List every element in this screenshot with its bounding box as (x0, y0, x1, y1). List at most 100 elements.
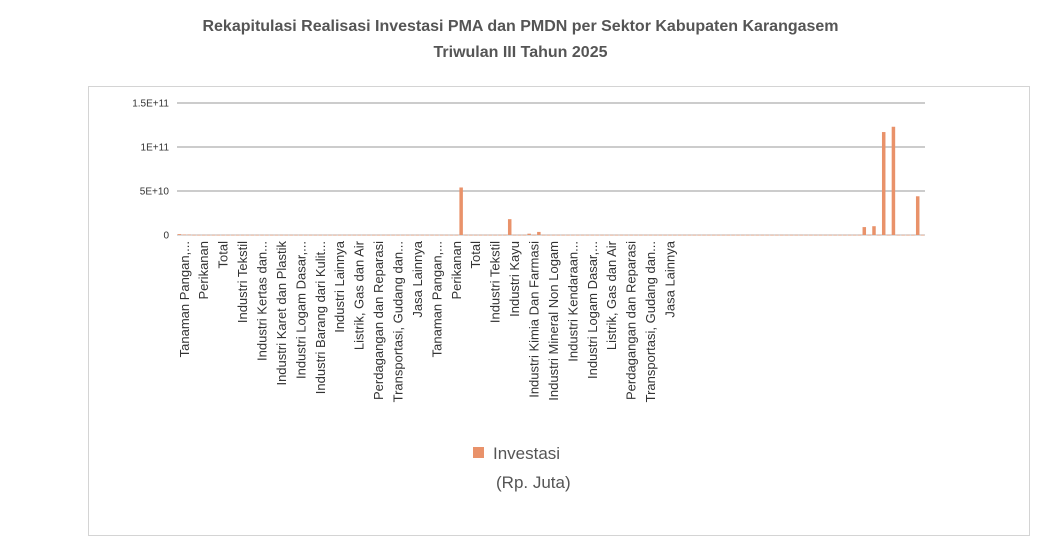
bar (721, 234, 726, 236)
bar (755, 234, 760, 236)
bar (877, 234, 881, 236)
bar (265, 234, 269, 236)
bar (512, 234, 517, 236)
bar (522, 234, 527, 236)
bar (541, 234, 546, 236)
bar (235, 234, 240, 236)
bar (410, 234, 415, 236)
category-label: Perikanan (196, 241, 211, 300)
bar (818, 234, 823, 236)
category-label: Industri Tekstil (488, 241, 503, 323)
bar (886, 234, 891, 236)
bar (532, 234, 536, 236)
bar (867, 234, 871, 236)
bar (221, 234, 225, 236)
category-label: Listrik, Gas dan Air (352, 240, 367, 350)
bar (891, 126, 896, 235)
bar (187, 234, 191, 236)
category-label: Jasa Lainnya (663, 240, 678, 317)
bar (337, 234, 342, 236)
bar (915, 196, 920, 235)
bar (799, 234, 803, 236)
bar (473, 234, 478, 236)
bar (415, 234, 420, 236)
bar (376, 234, 381, 236)
bar (653, 234, 658, 236)
bar (425, 234, 429, 236)
category-label: Industri Kayu (507, 241, 522, 317)
bar (182, 234, 187, 236)
category-label: Tanaman Pangan,... (177, 241, 192, 357)
bar (585, 234, 590, 236)
bar (901, 234, 905, 236)
bar (920, 234, 925, 236)
bar (765, 234, 769, 236)
bar (872, 226, 876, 235)
bar (716, 234, 721, 236)
category-label: Industri Lainnya (332, 240, 347, 333)
bar (590, 234, 595, 236)
bar (775, 234, 779, 236)
chart-area: 0 5E+10 1E+11 1.5E+11 Tanaman Pangan,... Peri… (88, 86, 1030, 536)
bar (838, 234, 842, 236)
bar (527, 233, 531, 235)
category-label: Total (216, 241, 231, 269)
bar (439, 234, 444, 236)
bar (624, 234, 629, 236)
bar (245, 234, 250, 236)
bar (731, 234, 735, 236)
bar (498, 234, 502, 236)
bar (469, 234, 473, 236)
bar (231, 234, 235, 236)
bar (673, 234, 677, 236)
bar (449, 234, 454, 236)
bar (843, 234, 847, 236)
bar (619, 234, 624, 236)
bar (804, 234, 808, 236)
bar (318, 234, 323, 236)
bar (396, 234, 400, 236)
category-label: Total (468, 241, 483, 269)
bar (663, 234, 667, 236)
bar (177, 234, 182, 235)
bar (289, 234, 293, 236)
category-label: Industri Barang dari Kulit... (313, 241, 328, 394)
bar (906, 234, 910, 236)
bar (677, 234, 682, 236)
bar (294, 234, 298, 236)
chart-title: Rekapitulasi Realisasi Investasi PMA dan… (0, 14, 1041, 66)
legend-swatch (473, 447, 484, 458)
category-label: Industri Logam Dasar,... (585, 241, 600, 379)
bar (197, 234, 201, 236)
category-label: Tanaman Pangan,... (429, 241, 444, 357)
bar (828, 234, 833, 236)
bar (634, 234, 638, 236)
bar (862, 227, 867, 235)
bar (459, 187, 463, 235)
bar (809, 234, 813, 236)
bar (600, 234, 604, 236)
category-label: Transportasi, Gudang dan... (391, 241, 406, 402)
bar (488, 234, 493, 236)
y-tick-label: 1E+11 (141, 143, 170, 154)
category-label: Perdagangan dan Reparasi (624, 241, 639, 400)
bar (741, 234, 745, 236)
chart-title-line-2: Triwulan III Tahun 2025 (433, 44, 608, 61)
bar (823, 234, 828, 236)
bar (711, 234, 716, 236)
bar (750, 234, 755, 236)
bar (813, 234, 818, 236)
legend-label: (Rp. Juta) (496, 473, 571, 492)
bar (303, 234, 308, 236)
bar (240, 234, 245, 236)
bar (702, 234, 706, 236)
bar (605, 234, 609, 236)
bar (444, 234, 449, 236)
bar (274, 234, 279, 236)
bar (687, 234, 692, 236)
category-label: Perdagangan dan Reparasi (371, 241, 386, 400)
bar (697, 234, 701, 236)
bar (401, 234, 405, 236)
bar (789, 234, 794, 236)
bar (391, 234, 395, 236)
